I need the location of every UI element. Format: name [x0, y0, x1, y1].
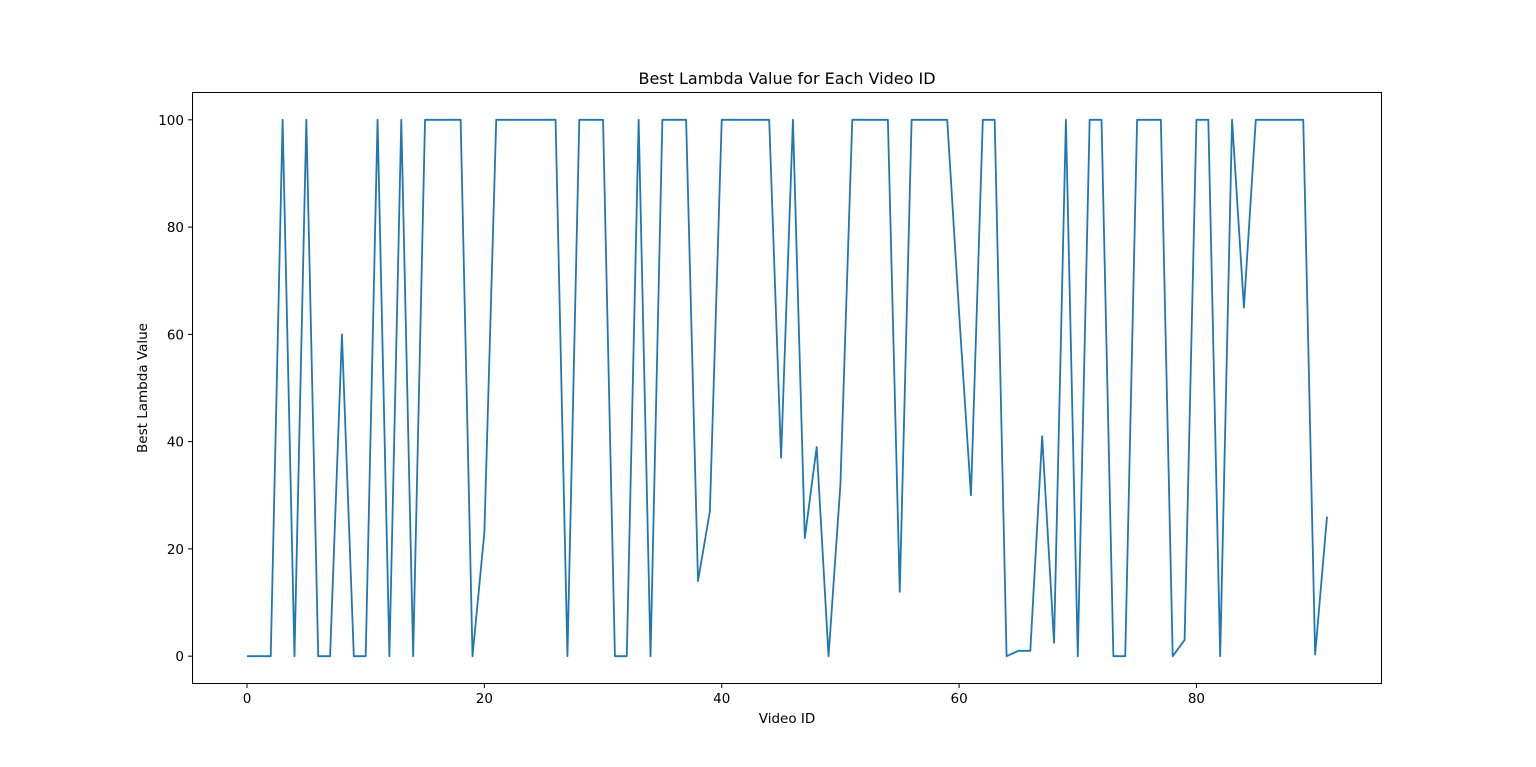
x-axis-title: Video ID	[759, 711, 816, 727]
y-axis-title: Best Lambda Value	[135, 323, 151, 453]
x-tick-label: 40	[713, 691, 730, 707]
plot-area	[247, 118, 1328, 658]
series-line	[247, 118, 1328, 658]
x-tick-label: 60	[950, 691, 967, 707]
axes: 0 20 40 60 80 0 20 40 60 80 100	[158, 113, 1205, 707]
y-tick-label: 100	[158, 113, 184, 129]
x-tick-label: 20	[476, 691, 493, 707]
plot-frame	[192, 92, 1382, 684]
y-tick-label: 60	[167, 327, 184, 343]
y-tick-label: 40	[167, 435, 184, 451]
y-tick-label: 0	[175, 649, 184, 665]
x-tick-label: 0	[243, 691, 252, 707]
y-tick-label: 80	[167, 220, 184, 236]
y-tick-label: 20	[167, 542, 184, 558]
chart-title: Best Lambda Value for Each Video ID	[638, 69, 935, 88]
x-tick-label: 80	[1188, 691, 1205, 707]
